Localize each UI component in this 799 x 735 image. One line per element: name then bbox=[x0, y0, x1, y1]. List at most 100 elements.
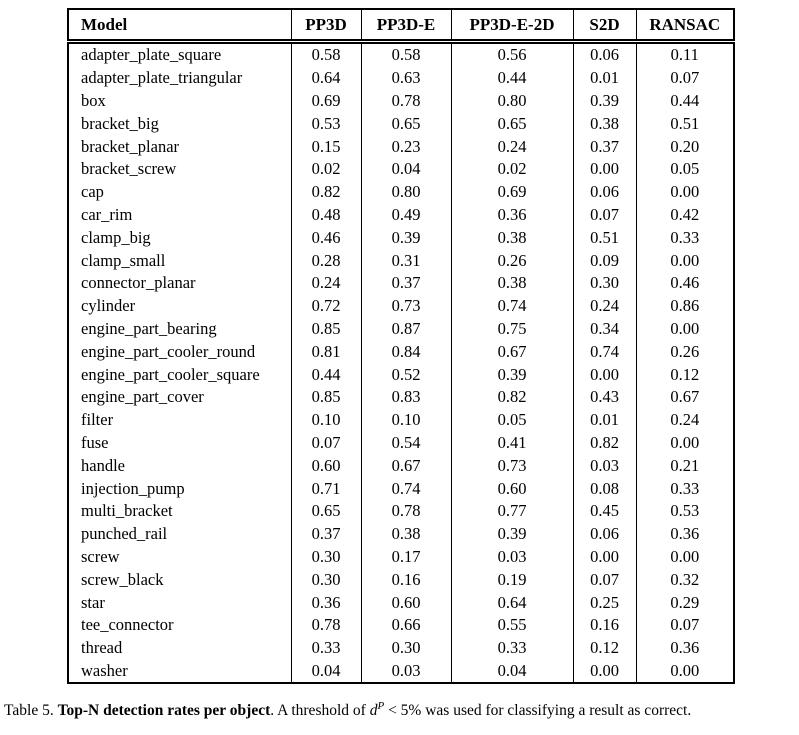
value-cell: 0.07 bbox=[572, 568, 636, 592]
value-cell: 0.36 bbox=[290, 591, 361, 614]
value-cell: 0.69 bbox=[290, 89, 361, 113]
table-row: engine_part_cooler_square 0.44 0.52 0.39 0.0… bbox=[68, 363, 734, 386]
model-name-cell: fuse bbox=[81, 432, 109, 452]
model-name-cell: injection_pump bbox=[81, 478, 185, 498]
value-cell: 0.32 bbox=[635, 568, 734, 592]
table-row: clamp_small 0.28 0.31 0.26 0.09 0.00 bbox=[68, 249, 734, 272]
value-cell: 0.00 bbox=[635, 659, 734, 684]
value-cell: 0.33 bbox=[635, 477, 734, 500]
value-cell: 0.78 bbox=[290, 613, 361, 637]
value-cell: 0.51 bbox=[572, 226, 636, 250]
model-name-cell: cylinder bbox=[81, 296, 136, 316]
model-name-cell: bracket_big bbox=[81, 113, 159, 133]
table-row: clamp_big 0.46 0.39 0.38 0.51 0.33 bbox=[68, 226, 734, 250]
model-name-cell: star bbox=[81, 592, 105, 612]
value-cell: 0.33 bbox=[635, 226, 734, 250]
value-cell: 0.16 bbox=[360, 568, 451, 592]
value-cell: 0.39 bbox=[450, 363, 573, 386]
value-cell: 0.73 bbox=[450, 454, 573, 478]
value-cell: 0.49 bbox=[360, 203, 451, 227]
value-cell: 0.07 bbox=[572, 203, 636, 227]
value-cell: 0.24 bbox=[572, 294, 636, 318]
value-cell: 0.82 bbox=[572, 431, 636, 455]
model-name-cell: car_rim bbox=[81, 204, 133, 224]
value-cell: 0.33 bbox=[450, 636, 573, 660]
value-cell: 0.06 bbox=[572, 522, 636, 546]
value-cell: 0.52 bbox=[360, 363, 451, 386]
table-row: injection_pump 0.71 0.74 0.60 0.08 0.33 bbox=[68, 477, 734, 500]
value-cell: 0.87 bbox=[360, 317, 451, 341]
results-table: Model PP3D PP3D-E PP3D-E-2D S2D RANSAC adapte… bbox=[67, 8, 735, 685]
value-cell: 0.58 bbox=[360, 41, 451, 67]
model-name-cell: thread bbox=[81, 638, 123, 658]
caption-label: Table 5. bbox=[4, 702, 58, 719]
model-name-cell: cap bbox=[81, 182, 104, 202]
column-header-pp3d: PP3D bbox=[290, 9, 361, 44]
table-row: bracket_screw 0.02 0.04 0.02 0.00 0.05 bbox=[68, 157, 734, 181]
model-name-cell: screw_black bbox=[81, 569, 164, 589]
value-cell: 0.11 bbox=[635, 41, 734, 67]
value-cell: 0.28 bbox=[290, 249, 361, 272]
column-header-model: Model bbox=[68, 9, 291, 44]
value-cell: 0.69 bbox=[450, 180, 573, 204]
value-cell: 0.65 bbox=[290, 499, 361, 523]
value-cell: 0.31 bbox=[360, 249, 451, 272]
model-name-cell: filter bbox=[81, 410, 114, 430]
value-cell: 0.83 bbox=[360, 385, 451, 409]
value-cell: 0.44 bbox=[290, 363, 361, 386]
value-cell: 0.03 bbox=[450, 545, 573, 569]
value-cell: 0.42 bbox=[635, 203, 734, 227]
model-name-cell: multi_bracket bbox=[81, 501, 173, 521]
table-row: bracket_big 0.53 0.65 0.65 0.38 0.51 bbox=[68, 112, 734, 136]
value-cell: 0.04 bbox=[450, 659, 573, 684]
value-cell: 0.43 bbox=[572, 385, 636, 409]
value-cell: 0.24 bbox=[290, 271, 361, 295]
value-cell: 0.39 bbox=[572, 89, 636, 113]
caption-title: Top-N detection rates per object bbox=[57, 702, 271, 719]
model-name-cell: box bbox=[81, 90, 106, 110]
value-cell: 0.25 bbox=[572, 591, 636, 614]
value-cell: 0.46 bbox=[635, 271, 734, 295]
value-cell: 0.39 bbox=[450, 522, 573, 546]
value-cell: 0.74 bbox=[360, 477, 451, 500]
value-cell: 0.15 bbox=[290, 135, 361, 158]
value-cell: 0.37 bbox=[290, 522, 361, 546]
table-row: handle 0.60 0.67 0.73 0.03 0.21 bbox=[68, 454, 734, 478]
value-cell: 0.04 bbox=[290, 659, 361, 684]
table-row: engine_part_cooler_round 0.81 0.84 0.67 0.74… bbox=[68, 340, 734, 364]
value-cell: 0.65 bbox=[360, 112, 451, 136]
model-name-cell: clamp_small bbox=[81, 250, 166, 270]
value-cell: 0.74 bbox=[450, 294, 573, 318]
value-cell: 0.85 bbox=[290, 317, 361, 341]
value-cell: 0.34 bbox=[572, 317, 636, 341]
value-cell: 0.36 bbox=[635, 522, 734, 546]
value-cell: 0.39 bbox=[360, 226, 451, 250]
table-header-row: Model PP3D PP3D-E PP3D-E-2D S2D RANSAC bbox=[68, 9, 734, 44]
value-cell: 0.82 bbox=[290, 180, 361, 204]
value-cell: 0.30 bbox=[572, 271, 636, 295]
value-cell: 0.05 bbox=[635, 157, 734, 181]
value-cell: 0.78 bbox=[360, 89, 451, 113]
value-cell: 0.60 bbox=[450, 477, 573, 500]
value-cell: 0.23 bbox=[360, 135, 451, 158]
value-cell: 0.24 bbox=[635, 408, 734, 432]
value-cell: 0.00 bbox=[635, 317, 734, 341]
model-name-cell: engine_part_cover bbox=[81, 387, 204, 407]
model-name-cell: washer bbox=[81, 660, 128, 680]
value-cell: 0.12 bbox=[635, 363, 734, 386]
value-cell: 0.54 bbox=[360, 431, 451, 455]
value-cell: 0.71 bbox=[290, 477, 361, 500]
value-cell: 0.38 bbox=[572, 112, 636, 136]
value-cell: 0.38 bbox=[450, 271, 573, 295]
value-cell: 0.06 bbox=[572, 41, 636, 67]
model-name-cell: adapter_plate_square bbox=[81, 45, 222, 65]
value-cell: 0.60 bbox=[360, 591, 451, 614]
table-row: box 0.69 0.78 0.80 0.39 0.44 bbox=[68, 89, 734, 113]
value-cell: 0.36 bbox=[635, 636, 734, 660]
value-cell: 0.77 bbox=[450, 499, 573, 523]
value-cell: 0.00 bbox=[572, 157, 636, 181]
value-cell: 0.26 bbox=[450, 249, 573, 272]
model-name-cell: engine_part_cooler_round bbox=[81, 341, 256, 361]
value-cell: 0.58 bbox=[290, 41, 361, 67]
